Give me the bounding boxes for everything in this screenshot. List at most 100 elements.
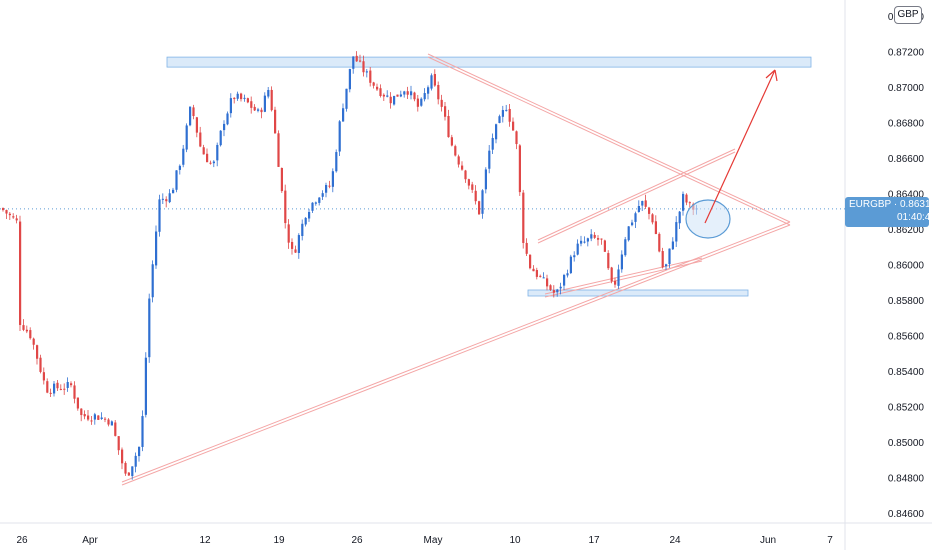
candle-body bbox=[46, 381, 49, 393]
candle-body bbox=[675, 222, 678, 242]
candle-body bbox=[25, 329, 28, 332]
candle-body bbox=[464, 170, 467, 180]
candle-body bbox=[216, 144, 219, 161]
candle-body bbox=[175, 170, 178, 190]
symbol-separator: · bbox=[893, 199, 898, 210]
candle-body bbox=[29, 330, 32, 339]
candle-body bbox=[257, 109, 260, 111]
candle-body bbox=[685, 194, 688, 203]
candle-body bbox=[314, 202, 317, 204]
candle-body bbox=[593, 234, 596, 238]
candle-body bbox=[641, 200, 644, 206]
candle-body bbox=[624, 239, 627, 256]
current-price-circle bbox=[685, 199, 731, 239]
candle-body bbox=[182, 148, 185, 165]
candle-body bbox=[114, 422, 117, 436]
candle-body bbox=[617, 269, 620, 286]
support-zone bbox=[527, 289, 749, 297]
resistance-zone bbox=[166, 56, 812, 68]
candle-body bbox=[301, 223, 304, 237]
time-tick-label: Apr bbox=[82, 535, 98, 546]
candle-body bbox=[2, 208, 5, 211]
candle-body bbox=[478, 201, 481, 215]
time-tick-label: 7 bbox=[827, 535, 833, 546]
candle-body bbox=[236, 93, 239, 99]
candle-body bbox=[631, 222, 634, 226]
candle-body bbox=[668, 248, 671, 265]
candle-body bbox=[274, 109, 277, 134]
candle-body bbox=[569, 256, 572, 274]
candle-body bbox=[440, 99, 443, 107]
price-tick-label: 0.85800 bbox=[888, 296, 925, 307]
candle-body bbox=[338, 121, 341, 152]
candle-body bbox=[450, 137, 453, 146]
candle-body bbox=[107, 419, 110, 425]
annotation-front-layer bbox=[685, 69, 778, 239]
candle-body bbox=[124, 462, 127, 474]
candle-body bbox=[535, 270, 538, 277]
candle-body bbox=[15, 218, 18, 221]
candle-body bbox=[546, 278, 549, 287]
candle-body bbox=[389, 96, 392, 104]
projection-arrow-line bbox=[704, 69, 776, 224]
candle-body bbox=[73, 385, 76, 399]
candle-body bbox=[461, 165, 464, 170]
candle-body bbox=[522, 192, 525, 243]
candle-body bbox=[654, 221, 657, 235]
candles bbox=[2, 51, 698, 480]
price-tick-label: 0.84800 bbox=[888, 474, 925, 485]
candle-body bbox=[311, 202, 314, 211]
price-tick-label: 0.84600 bbox=[888, 509, 925, 520]
candle-body bbox=[416, 98, 419, 107]
price-tick-label: 0.86000 bbox=[888, 261, 925, 272]
candle-body bbox=[70, 383, 73, 386]
candle-body bbox=[427, 87, 430, 94]
candle-body bbox=[342, 108, 345, 122]
candle-body bbox=[430, 75, 433, 89]
candle-body bbox=[634, 213, 637, 222]
candle-body bbox=[495, 124, 498, 140]
candle-body bbox=[488, 150, 491, 169]
candle-body bbox=[49, 392, 52, 394]
candle-body bbox=[447, 116, 450, 138]
candle-body bbox=[260, 109, 263, 113]
time-axis[interactable]: 26 Apr 12 19 26 May 10 17 24 Jun 7 bbox=[16, 535, 833, 546]
candle-body bbox=[172, 189, 175, 194]
candle-body bbox=[250, 101, 253, 108]
candle-body bbox=[688, 202, 691, 204]
price-tick-label: 0.87200 bbox=[888, 48, 925, 59]
candle-body bbox=[379, 88, 382, 96]
candle-body bbox=[195, 117, 198, 133]
candle-body bbox=[117, 436, 120, 451]
candle-body bbox=[192, 107, 195, 117]
candle-body bbox=[90, 420, 93, 422]
currency-badge[interactable]: GBP bbox=[894, 6, 922, 24]
candle-body bbox=[529, 254, 532, 269]
candle-body bbox=[355, 55, 358, 62]
candle-body bbox=[542, 277, 545, 279]
candle-body bbox=[539, 275, 542, 277]
triangle-upper-line-edge bbox=[427, 56, 791, 226]
candle-body bbox=[365, 71, 368, 73]
candle-body bbox=[348, 68, 351, 90]
candle-body bbox=[93, 414, 96, 420]
price-axis[interactable]: 0.84600 0.84800 0.85000 0.85200 0.85400 0.856… bbox=[888, 12, 925, 520]
candle-body bbox=[352, 56, 355, 69]
annotation-layer bbox=[0, 53, 845, 486]
candle-body bbox=[318, 197, 321, 203]
channel-upper-line bbox=[537, 148, 736, 241]
candle-body bbox=[627, 226, 630, 241]
candle-body bbox=[512, 121, 515, 131]
triangle-upper-line bbox=[427, 53, 791, 223]
candle-body bbox=[291, 241, 294, 249]
symbol-label: EURGBP bbox=[849, 199, 892, 210]
candle-body bbox=[148, 298, 151, 358]
candle-body bbox=[121, 449, 124, 464]
candle-body bbox=[610, 267, 613, 282]
price-tick-label: 0.85400 bbox=[888, 367, 925, 378]
time-tick-label: May bbox=[424, 535, 443, 546]
candle-body bbox=[189, 106, 192, 126]
candle-body bbox=[603, 240, 606, 252]
